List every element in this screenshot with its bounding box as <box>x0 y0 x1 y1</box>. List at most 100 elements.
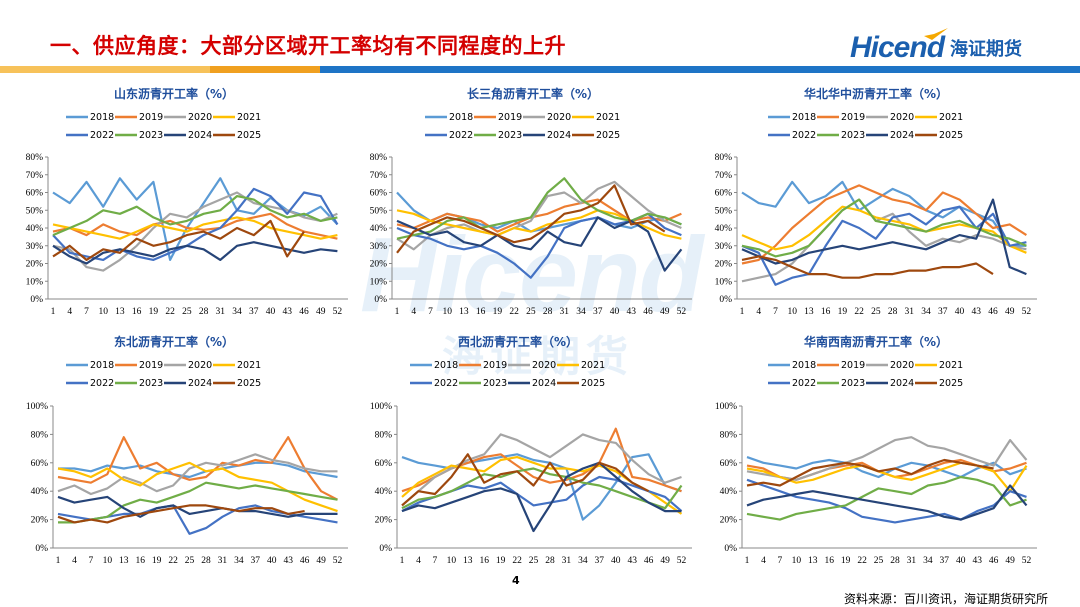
legend-label-2019: 2019 <box>841 112 865 123</box>
y-tick-label: 40% <box>375 487 393 497</box>
chart-legend: 2018 2019 2020 2021 2022 2023 2024 2025 <box>425 112 620 141</box>
x-tick-label: 52 <box>1022 556 1032 566</box>
y-tick-label: 100% <box>715 402 737 412</box>
y-tick-label: 20% <box>375 516 393 526</box>
legend-label-2020: 2020 <box>890 360 914 371</box>
legend-label-2024: 2024 <box>890 130 914 141</box>
series-line-2024 <box>396 216 683 272</box>
x-tick-label: 25 <box>871 307 881 317</box>
x-tick-label: 10 <box>98 307 108 317</box>
x-tick-label: 22 <box>857 556 867 566</box>
x-tick-label: 28 <box>543 307 553 317</box>
legend-label-2019: 2019 <box>483 360 507 371</box>
legend-label-2021: 2021 <box>939 360 963 371</box>
series-line-2020 <box>57 453 338 496</box>
x-tick-label: 7 <box>433 556 438 566</box>
legend-label-2020: 2020 <box>890 112 914 123</box>
legend-label-2025: 2025 <box>939 130 963 141</box>
x-tick-label: 1 <box>740 307 745 317</box>
y-tick-label: 60% <box>715 189 733 199</box>
source-note: 资料来源：百川资讯，海证期货研究所 <box>843 592 1048 606</box>
y-tick-label: 70% <box>26 171 44 181</box>
x-tick-label: 49 <box>660 556 670 566</box>
y-tick-label: 60% <box>720 459 738 469</box>
x-tick-label: 19 <box>149 307 159 317</box>
y-tick-label: 80% <box>375 430 393 440</box>
legend-label-2019: 2019 <box>841 360 865 371</box>
x-tick-label: 16 <box>824 556 834 566</box>
logo: Hicend 海证期货 <box>850 28 1022 68</box>
y-tick-label: 40% <box>720 487 738 497</box>
x-tick-label: 22 <box>168 556 178 566</box>
series-line-2018 <box>58 461 338 479</box>
x-tick-label: 4 <box>761 556 766 566</box>
x-tick-label: 1 <box>51 307 56 317</box>
x-tick-label: 19 <box>493 307 503 317</box>
series-line-2023 <box>58 481 338 524</box>
legend-label-2022: 2022 <box>434 378 458 389</box>
y-tick-label: 20% <box>26 260 44 270</box>
x-tick-label: 40 <box>610 307 620 317</box>
legend-label-2022: 2022 <box>90 130 114 141</box>
x-tick-label: 43 <box>283 556 293 566</box>
y-tick-label: 0% <box>374 295 387 305</box>
legend-label-2018: 2018 <box>90 360 114 371</box>
x-tick-label: 52 <box>333 556 343 566</box>
x-tick-label: 52 <box>333 307 343 317</box>
x-tick-label: 28 <box>201 556 211 566</box>
x-tick-label: 28 <box>545 556 555 566</box>
x-tick-label: 13 <box>119 556 129 566</box>
y-tick-label: 30% <box>370 242 388 252</box>
y-tick-label: 60% <box>31 459 49 469</box>
x-tick-label: 4 <box>72 556 77 566</box>
legend-label-2022: 2022 <box>792 130 816 141</box>
series-line-2024 <box>746 484 1028 521</box>
legend-label-2022: 2022 <box>449 130 473 141</box>
x-tick-label: 49 <box>1005 556 1015 566</box>
page-title: 一、供应角度：大部分区域开工率均有不同程度的上升 <box>50 34 566 58</box>
x-tick-label: 43 <box>972 556 982 566</box>
x-tick-label: 40 <box>266 307 276 317</box>
x-tick-label: 28 <box>888 307 898 317</box>
chart-legend: 2018 2019 2020 2021 2022 2023 2024 2025 <box>410 360 605 389</box>
legend-label-2018: 2018 <box>792 112 816 123</box>
series-line-2020 <box>396 180 682 251</box>
x-tick-label: 1 <box>400 556 405 566</box>
legend-label-2020: 2020 <box>547 112 571 123</box>
x-tick-label: 43 <box>626 307 636 317</box>
legend-label-2025: 2025 <box>939 378 963 389</box>
x-tick-label: 31 <box>560 307 570 317</box>
legend-label-2024: 2024 <box>188 378 212 389</box>
x-tick-label: 10 <box>442 307 452 317</box>
x-tick-label: 4 <box>416 556 421 566</box>
series-line-2023 <box>746 475 1027 521</box>
x-tick-label: 22 <box>165 307 175 317</box>
y-tick-label: 80% <box>31 430 49 440</box>
series-line-2020 <box>401 433 682 507</box>
x-tick-label: 13 <box>115 307 125 317</box>
x-tick-label: 46 <box>643 307 653 317</box>
header-bar-blue <box>320 66 1080 73</box>
series-line-2025 <box>746 458 994 487</box>
x-tick-label: 22 <box>854 307 864 317</box>
x-tick-label: 25 <box>874 556 884 566</box>
legend-label-2023: 2023 <box>139 378 163 389</box>
x-tick-label: 31 <box>218 556 228 566</box>
x-tick-label: 31 <box>562 556 572 566</box>
y-tick-label: 10% <box>370 277 388 287</box>
series-line-2025 <box>52 219 305 261</box>
header-bar-dark-orange <box>210 66 320 73</box>
chart-title: 西北沥青开工率（%） <box>458 334 578 349</box>
header-bar-orange <box>0 66 320 73</box>
legend-label-2018: 2018 <box>792 360 816 371</box>
y-tick-label: 30% <box>26 242 44 252</box>
series-line-2025 <box>741 255 994 279</box>
x-tick-label: 16 <box>476 307 486 317</box>
x-tick-label: 43 <box>282 307 292 317</box>
y-tick-label: 40% <box>26 224 44 234</box>
x-tick-label: 34 <box>234 556 244 566</box>
x-tick-label: 52 <box>677 556 687 566</box>
x-tick-label: 37 <box>593 307 603 317</box>
x-tick-label: 16 <box>479 556 489 566</box>
